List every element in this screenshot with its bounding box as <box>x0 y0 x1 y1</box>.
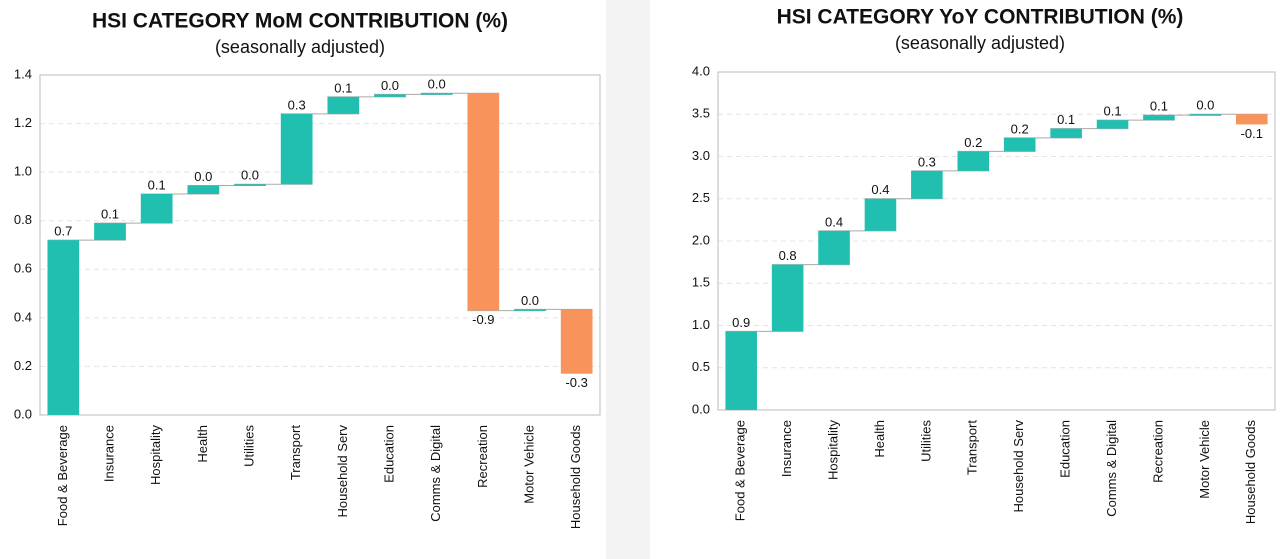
x-tick-label: Health <box>872 420 887 458</box>
y-tick-label: 3.0 <box>692 148 710 163</box>
x-tick-label: Insurance <box>779 420 794 477</box>
bar <box>47 240 80 415</box>
y-tick-label: 1.0 <box>14 164 32 179</box>
chart: HSI CATEGORY YoY CONTRIBUTION (%) (season… <box>692 6 1276 525</box>
y-tick-label: 0.8 <box>14 212 32 227</box>
bar <box>1003 137 1036 152</box>
value-label: 0.1 <box>148 177 166 192</box>
value-label: 0.0 <box>381 78 399 93</box>
value-label: 0.0 <box>241 168 259 183</box>
x-tick-label: Recreation <box>1150 420 1165 483</box>
y-tick-label: 0.0 <box>14 406 32 421</box>
value-label: 0.1 <box>334 80 352 95</box>
x-tick-label: Education <box>381 425 396 483</box>
chart-subtitle: (seasonally adjusted) <box>895 33 1065 53</box>
bar <box>864 198 897 231</box>
y-tick-label: 1.5 <box>692 275 710 290</box>
x-tick-label: Utilities <box>918 420 933 462</box>
x-tick-label: Utilities <box>241 425 256 467</box>
bar <box>911 170 943 199</box>
y-tick-label: 0.6 <box>14 261 32 276</box>
value-label: -0.3 <box>565 375 587 390</box>
value-label: 0.8 <box>779 248 797 263</box>
chart-subtitle: (seasonally adjusted) <box>215 37 385 57</box>
x-tick-label: Insurance <box>101 425 116 482</box>
bar <box>514 309 546 311</box>
value-label: 0.0 <box>194 169 212 184</box>
x-tick-label: Hospitality <box>825 420 840 480</box>
bar <box>467 93 500 311</box>
chart-title: HSI CATEGORY YoY CONTRIBUTION (%) <box>777 6 1184 29</box>
value-label: 0.1 <box>101 207 119 222</box>
y-tick-label: 1.0 <box>692 317 710 332</box>
bar <box>1189 114 1222 116</box>
value-label: 0.1 <box>1150 99 1168 114</box>
plot-border <box>39 74 601 416</box>
x-tick-label: Household Serv <box>335 425 350 518</box>
x-tick-label: Household Goods <box>568 425 583 530</box>
divider <box>606 0 650 559</box>
y-tick-label: 2.5 <box>692 190 710 205</box>
x-tick-label: Health <box>195 425 210 463</box>
x-tick-label: Comms & Digital <box>428 425 443 522</box>
bar <box>1096 120 1129 129</box>
x-tick-label: Transport <box>965 420 980 476</box>
chart: HSI CATEGORY MoM CONTRIBUTION (%) (season… <box>14 10 601 530</box>
bar <box>234 184 266 186</box>
bar <box>327 96 360 114</box>
x-tick-label: Food & Beverage <box>733 420 748 521</box>
chart-title: HSI CATEGORY MoM CONTRIBUTION (%) <box>92 10 508 33</box>
y-tick-label: 0.5 <box>692 359 710 374</box>
value-label: 0.0 <box>1196 98 1214 113</box>
x-tick-label: Household Goods <box>1243 420 1258 525</box>
y-tick-label: 1.4 <box>14 66 32 81</box>
value-label: 0.3 <box>288 97 306 112</box>
value-label: 0.0 <box>521 293 539 308</box>
value-label: 0.2 <box>964 135 982 150</box>
y-tick-label: 1.2 <box>14 115 32 130</box>
bar <box>1143 115 1175 121</box>
value-label: -0.1 <box>1241 126 1263 141</box>
bar <box>771 264 804 332</box>
y-tick-label: 4.0 <box>692 63 710 78</box>
value-label: 0.9 <box>732 315 750 330</box>
x-tick-label: Motor Vehicle <box>1197 420 1212 499</box>
y-tick-label: 2.0 <box>692 232 710 247</box>
value-label: 0.3 <box>918 154 936 169</box>
value-label: 0.4 <box>871 182 889 197</box>
value-label: 0.7 <box>54 224 72 239</box>
x-tick-label: Food & Beverage <box>55 425 70 526</box>
bar <box>420 93 453 95</box>
plot-border <box>717 71 1276 411</box>
bar <box>1050 128 1082 138</box>
bar <box>374 94 406 97</box>
bar <box>957 151 990 171</box>
y-tick-label: 0.2 <box>14 358 32 373</box>
bar <box>725 331 757 410</box>
y-tick-label: 0.0 <box>692 401 710 416</box>
x-tick-label: Transport <box>288 425 303 481</box>
value-label: 0.1 <box>1057 112 1075 127</box>
bar <box>140 194 173 224</box>
bar <box>818 230 850 265</box>
bar <box>560 309 593 374</box>
value-label: 0.0 <box>428 77 446 92</box>
x-tick-label: Education <box>1058 420 1073 478</box>
x-tick-label: Comms & Digital <box>1104 420 1119 517</box>
bar <box>94 223 126 241</box>
y-tick-label: 3.5 <box>692 106 710 121</box>
x-tick-label: Hospitality <box>148 425 163 485</box>
value-label: -0.9 <box>472 312 494 327</box>
x-tick-label: Household Serv <box>1011 420 1026 513</box>
x-tick-label: Recreation <box>475 425 490 488</box>
value-label: 0.1 <box>1104 104 1122 119</box>
bar <box>187 185 220 194</box>
bar <box>1236 114 1268 125</box>
x-tick-label: Motor Vehicle <box>521 425 536 504</box>
bar <box>280 113 313 185</box>
value-label: 0.2 <box>1011 121 1029 136</box>
y-tick-label: 0.4 <box>14 309 32 324</box>
value-label: 0.4 <box>825 214 843 229</box>
